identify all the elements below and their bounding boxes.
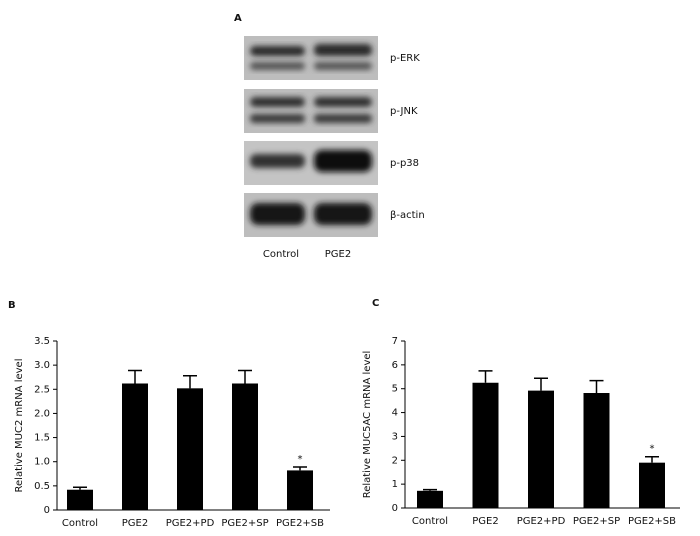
- y-tick-label: 1.5: [34, 433, 50, 444]
- band: [314, 203, 372, 225]
- blot-row-label: p-p38: [390, 158, 419, 169]
- band: [250, 46, 305, 56]
- y-tick-label: 0: [392, 503, 398, 514]
- y-tick-label: 6: [392, 360, 398, 371]
- bar: [472, 382, 499, 508]
- x-tick-label: PGE2+PD: [166, 518, 215, 529]
- bar: [417, 490, 443, 508]
- bar: [122, 383, 148, 510]
- bar: [583, 393, 610, 508]
- band: [314, 150, 372, 172]
- panel-label: C: [372, 298, 379, 309]
- x-tick-label: PGE2+SB: [276, 518, 324, 529]
- y-tick-label: 3.5: [34, 336, 50, 347]
- x-tick-label: PGE2: [122, 518, 148, 529]
- error-bar: [183, 375, 197, 389]
- y-tick-label: 1: [392, 479, 398, 490]
- blot-strip: [244, 36, 378, 80]
- blot-row-label: β-actin: [390, 210, 425, 221]
- band: [250, 97, 305, 107]
- band: [314, 114, 372, 123]
- band: [250, 203, 305, 225]
- error-bar: [534, 377, 548, 391]
- band: [314, 97, 372, 107]
- bar: [177, 388, 203, 510]
- y-tick-label: 2.0: [34, 408, 50, 419]
- band: [250, 114, 305, 123]
- x-tick-label: Control: [62, 518, 98, 529]
- y-tick-label: 1.0: [34, 457, 50, 468]
- blot-strip: [244, 89, 378, 133]
- blot: [244, 36, 378, 237]
- panel-label: B: [8, 300, 16, 311]
- y-tick-label: 4: [392, 408, 398, 419]
- panel-label: A: [234, 13, 242, 24]
- blot-row-label: p-ERK: [390, 53, 420, 64]
- y-tick-label: 3: [392, 431, 398, 442]
- band: [314, 44, 372, 56]
- x-tick-label: PGE2+PD: [517, 516, 566, 527]
- x-tick-label: PGE2+SB: [628, 516, 676, 527]
- blot-column-label: Control: [263, 249, 299, 260]
- y-tick-label: 7: [392, 336, 398, 347]
- y-tick-label: 5: [392, 384, 398, 395]
- error-bar: [73, 486, 87, 490]
- x-tick-label: PGE2: [472, 516, 498, 527]
- band: [250, 62, 305, 70]
- error-bar: [478, 370, 493, 383]
- y-tick-label: 2.5: [34, 384, 50, 395]
- y-axis-label: Relative MUC5AC mRNA level: [362, 351, 373, 499]
- band: [250, 154, 305, 168]
- x-tick-label: PGE2+SP: [573, 516, 620, 527]
- error-bar: [293, 466, 307, 471]
- x-tick-label: Control: [412, 516, 448, 527]
- blot-row-label: p-JNK: [390, 106, 418, 117]
- error-bar: [238, 369, 252, 384]
- y-tick-label: 3.0: [34, 360, 50, 371]
- y-axis-label: Relative MUC2 mRNA level: [14, 359, 25, 493]
- bar: [528, 390, 554, 508]
- significance-marker: *: [298, 454, 303, 465]
- error-bar: [423, 488, 437, 491]
- bar: [639, 462, 665, 508]
- error-bar: [589, 379, 604, 394]
- y-tick-label: 2: [392, 455, 398, 466]
- significance-marker: *: [650, 444, 655, 455]
- bar: [67, 489, 93, 510]
- y-tick-label: 0.5: [34, 481, 50, 492]
- error-bar: [128, 369, 142, 384]
- bar: [232, 383, 258, 510]
- bar: [287, 470, 313, 510]
- blot-column-label: PGE2: [325, 249, 351, 260]
- x-tick-label: PGE2+SP: [221, 518, 268, 529]
- error-bar: [645, 455, 659, 463]
- y-tick-label: 0: [44, 505, 50, 516]
- band: [314, 62, 372, 70]
